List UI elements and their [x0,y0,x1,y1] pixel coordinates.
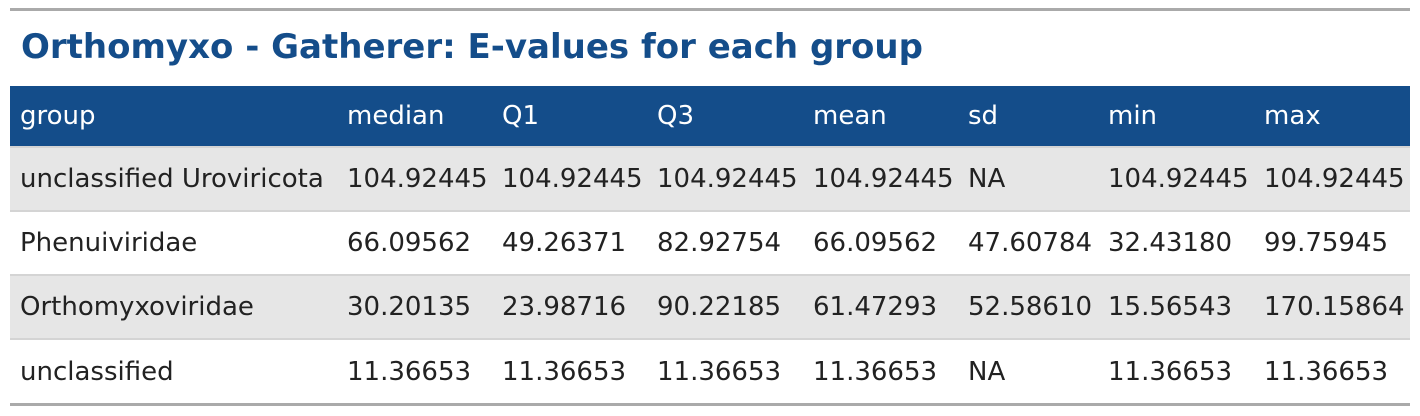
header-q3: Q3 [657,101,695,131]
cell-q1: 23.98716 [502,292,627,322]
cell-q3: 82.92754 [657,228,782,258]
cell-group: unclassified Uroviricota [20,164,324,194]
evalues-table: group median Q1 Q3 mean sd min max uncla… [10,86,1410,403]
cell-median: 11.36653 [347,356,472,387]
cell-min: 32.43180 [1108,228,1233,258]
header-sd: sd [968,101,999,131]
header-median: median [347,101,445,131]
cell-mean: 104.92445 [813,164,954,194]
cell-min: 11.36653 [1108,356,1233,387]
header-max: max [1264,101,1321,131]
table-row: Phenuiviridae 66.09562 49.26371 82.92754… [10,211,1410,275]
cell-median: 66.09562 [347,228,472,258]
cell-median: 30.20135 [347,292,472,322]
cell-sd: 52.58610 [968,292,1093,322]
cell-min: 104.92445 [1108,164,1249,194]
cell-group: Orthomyxoviridae [20,292,254,322]
cell-mean: 11.36653 [813,356,938,387]
cell-min: 15.56543 [1108,292,1233,322]
top-divider [10,8,1410,11]
header-q1: Q1 [502,101,540,131]
table-header: group median Q1 Q3 mean sd min max [10,86,1410,147]
header-row: group median Q1 Q3 mean sd min max [10,86,1410,147]
page-title: Orthomyxo - Gatherer: E-values for each … [21,27,923,67]
cell-sd: NA [968,356,1006,387]
report-panel: Orthomyxo - Gatherer: E-values for each … [10,0,1410,416]
cell-q1: 104.92445 [502,164,643,194]
cell-median: 104.92445 [347,164,488,194]
bottom-divider [10,403,1410,406]
table-row: unclassified 11.36653 11.36653 11.36653 … [10,339,1410,403]
cell-max: 99.75945 [1264,228,1389,258]
cell-sd: 47.60784 [968,228,1093,258]
cell-max: 170.15864 [1264,292,1405,322]
cell-q3: 104.92445 [657,164,798,194]
cell-mean: 61.47293 [813,292,938,322]
table-body: unclassified Uroviricota 104.92445 104.9… [10,147,1410,403]
cell-q1: 49.26371 [502,228,627,258]
header-group: group [20,101,96,131]
header-min: min [1108,101,1158,131]
cell-mean: 66.09562 [813,228,938,258]
cell-max: 11.36653 [1264,356,1389,387]
table-row: unclassified Uroviricota 104.92445 104.9… [10,147,1410,211]
cell-q3: 11.36653 [657,356,782,387]
cell-max: 104.92445 [1264,164,1405,194]
table-row: Orthomyxoviridae 30.20135 23.98716 90.22… [10,275,1410,339]
cell-sd: NA [968,164,1006,194]
cell-group: Phenuiviridae [20,228,198,258]
header-mean: mean [813,101,887,131]
cell-group: unclassified [20,356,174,387]
cell-q1: 11.36653 [502,356,627,387]
cell-q3: 90.22185 [657,292,782,322]
